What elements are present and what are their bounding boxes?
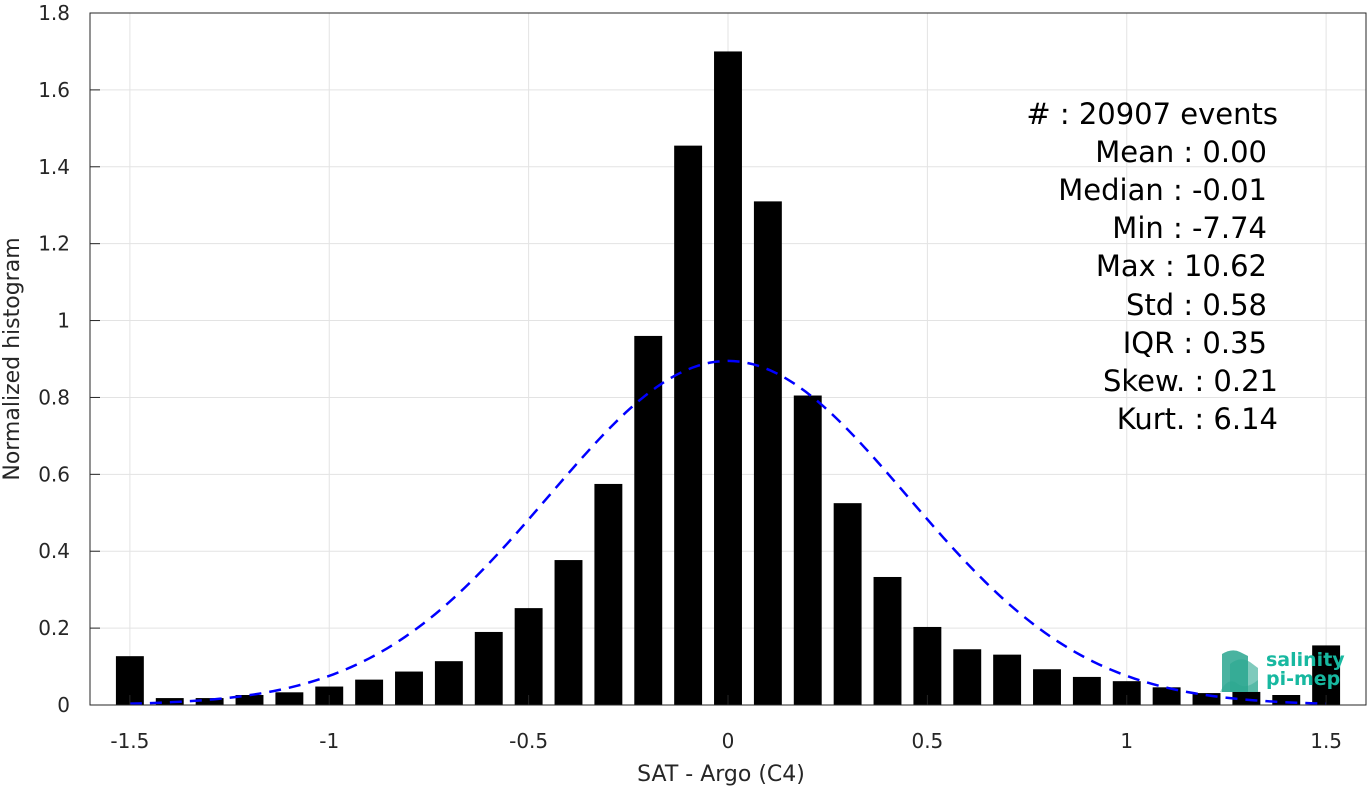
logo-icon: salinity pi-mep [1220,649,1345,692]
x-axis-label: SAT - Argo (C4) [637,762,805,787]
x-tick-label-4: 0.5 [911,729,943,753]
histogram-bar-24 [1072,676,1101,705]
histogram-bar-20 [913,626,942,705]
stat-line-4: Max : 10.62 [1096,249,1267,283]
histogram-bar-27 [1192,693,1221,705]
y-tick-label-3: 0.6 [38,462,70,486]
histogram-bar-14 [674,145,703,706]
y-tick-label-4: 0.8 [38,385,70,409]
histogram-bar-29 [1272,695,1301,705]
histogram-bar-2 [195,698,224,705]
histogram-bar-13 [634,335,663,705]
histogram-bar-8 [434,661,463,705]
histogram-bar-16 [753,201,782,705]
histogram-bar-18 [833,503,862,705]
histogram-bar-7 [395,671,423,705]
x-tick-label-5: 1 [1120,729,1133,753]
y-tick-label-0: 0 [57,693,70,717]
y-tick-labels: 0 0.2 0.4 0.6 0.8 1 1.2 1.4 1.6 1.8 [38,1,70,717]
x-tick-label-0: -1.5 [110,729,149,753]
histogram-bar-10 [514,608,543,705]
stat-line-2: Median : -0.01 [1058,173,1267,207]
stat-line-5: Std : 0.58 [1126,288,1267,322]
histogram-bar-15 [714,51,742,705]
x-tick-label-6: 1.5 [1310,729,1342,753]
histogram-bar-17 [793,395,822,705]
stat-line-1: Mean : 0.00 [1095,135,1267,169]
y-tick-label-1: 0.2 [38,616,70,640]
stat-line-0: # : 20907 events [1026,97,1278,131]
stat-line-8: Kurt. : 6.14 [1117,402,1278,436]
histogram-bar-25 [1112,681,1141,705]
histogram-bar-12 [594,483,623,705]
salinity-pi-mep-logo: salinity pi-mep [1218,646,1348,694]
histogram-bar-26 [1152,687,1181,705]
x-tick-labels: -1.5 -1 -0.5 0 0.5 1 1.5 [110,729,1342,753]
y-axis-label: Normalized histogram [0,237,25,480]
y-tick-label-6: 1.2 [38,232,70,256]
y-tick-label-8: 1.6 [38,78,70,102]
gaussian-fit-curve [129,359,1327,705]
axis-ticks [90,12,1327,706]
x-tick-label-3: 0 [722,729,735,753]
stat-line-3: Min : -7.74 [1112,211,1267,245]
histogram-bar-23 [1033,669,1061,705]
histogram-bar-1 [155,698,184,705]
y-tick-label-5: 1 [57,309,70,333]
statistics-annotation: # : 20907 events Mean : 0.00 Median : -0.0… [1026,97,1278,436]
histogram-bar-4 [275,692,304,705]
histogram-bar-11 [554,560,583,705]
y-tick-label-9: 1.8 [38,1,70,25]
y-tick-label-7: 1.4 [38,155,70,179]
histogram-bar-3 [235,695,264,705]
stat-line-6: IQR : 0.35 [1123,326,1267,360]
logo-line-2: pi-mep [1266,668,1340,690]
stat-line-7: Skew. : 0.21 [1103,364,1278,398]
histogram-bar-22 [993,654,1022,705]
histogram-bar-9 [474,631,503,705]
histogram-bar-6 [355,679,384,705]
histogram-bar-19 [873,576,902,705]
histogram-bar-21 [953,649,982,705]
logo-line-1: salinity [1266,649,1345,671]
y-tick-label-2: 0.4 [38,539,70,563]
x-tick-label-1: -1 [319,729,339,753]
x-tick-label-2: -0.5 [509,729,548,753]
